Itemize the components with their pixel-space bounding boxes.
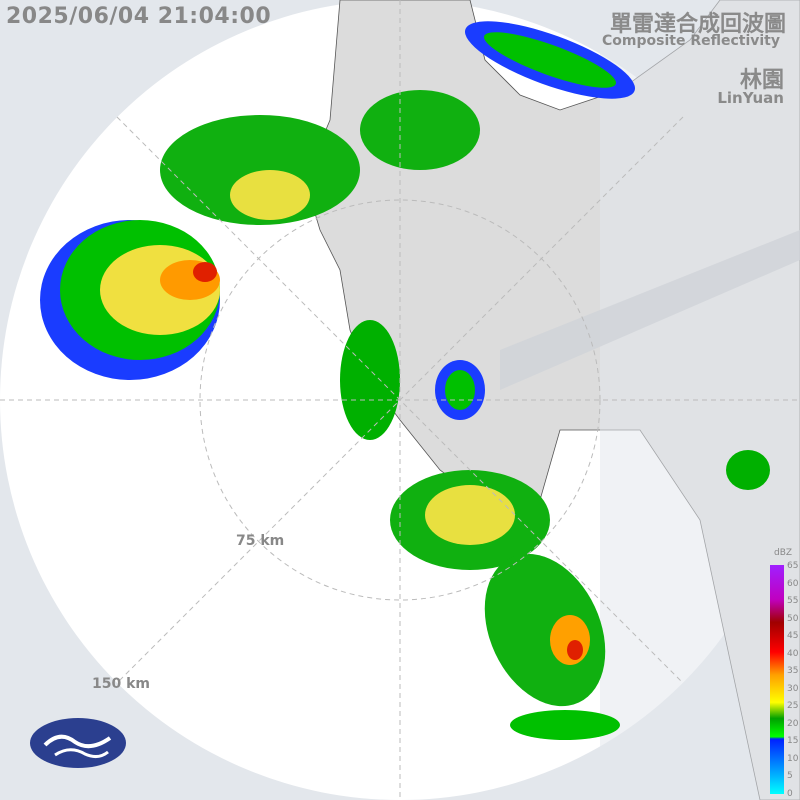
- cwa-logo-icon: [30, 718, 126, 768]
- dbz-legend: dBZ 65 60 55 50 45 40 35 30 25 20 15 10 5 0: [762, 548, 800, 800]
- legend-tick: 0: [787, 788, 793, 799]
- beam-blockage: [500, 230, 800, 390]
- timestamp: 2025/06/04 21:04:00: [6, 4, 272, 29]
- range-label-75: 75 km: [236, 533, 285, 549]
- radar-echoes: [40, 21, 770, 740]
- legend-tick: 40: [787, 648, 799, 659]
- station-name-en: LinYuan: [717, 89, 784, 107]
- legend-unit: dBZ: [774, 548, 793, 558]
- legend-color-bar: [770, 565, 784, 794]
- legend-tick: 65: [787, 561, 799, 571]
- legend-tick: 30: [787, 683, 799, 694]
- legend-tick: 5: [787, 771, 793, 781]
- legend-tick: 45: [787, 631, 799, 641]
- legend-tick: 15: [787, 736, 799, 746]
- legend-tick: 25: [787, 701, 799, 711]
- range-label-150: 150 km: [92, 676, 150, 692]
- legend-tick: 10: [787, 753, 799, 764]
- legend-tick: 35: [787, 666, 799, 676]
- title-en: Composite Reflectivity: [602, 33, 780, 49]
- legend-tick: 55: [787, 596, 799, 606]
- legend-tick: 50: [787, 613, 799, 624]
- station-name-zh: 林園: [739, 68, 784, 93]
- legend-tick: 60: [787, 578, 799, 589]
- legend-tick: 20: [787, 718, 799, 729]
- title-zh: 單雷達合成回波圖: [609, 12, 786, 37]
